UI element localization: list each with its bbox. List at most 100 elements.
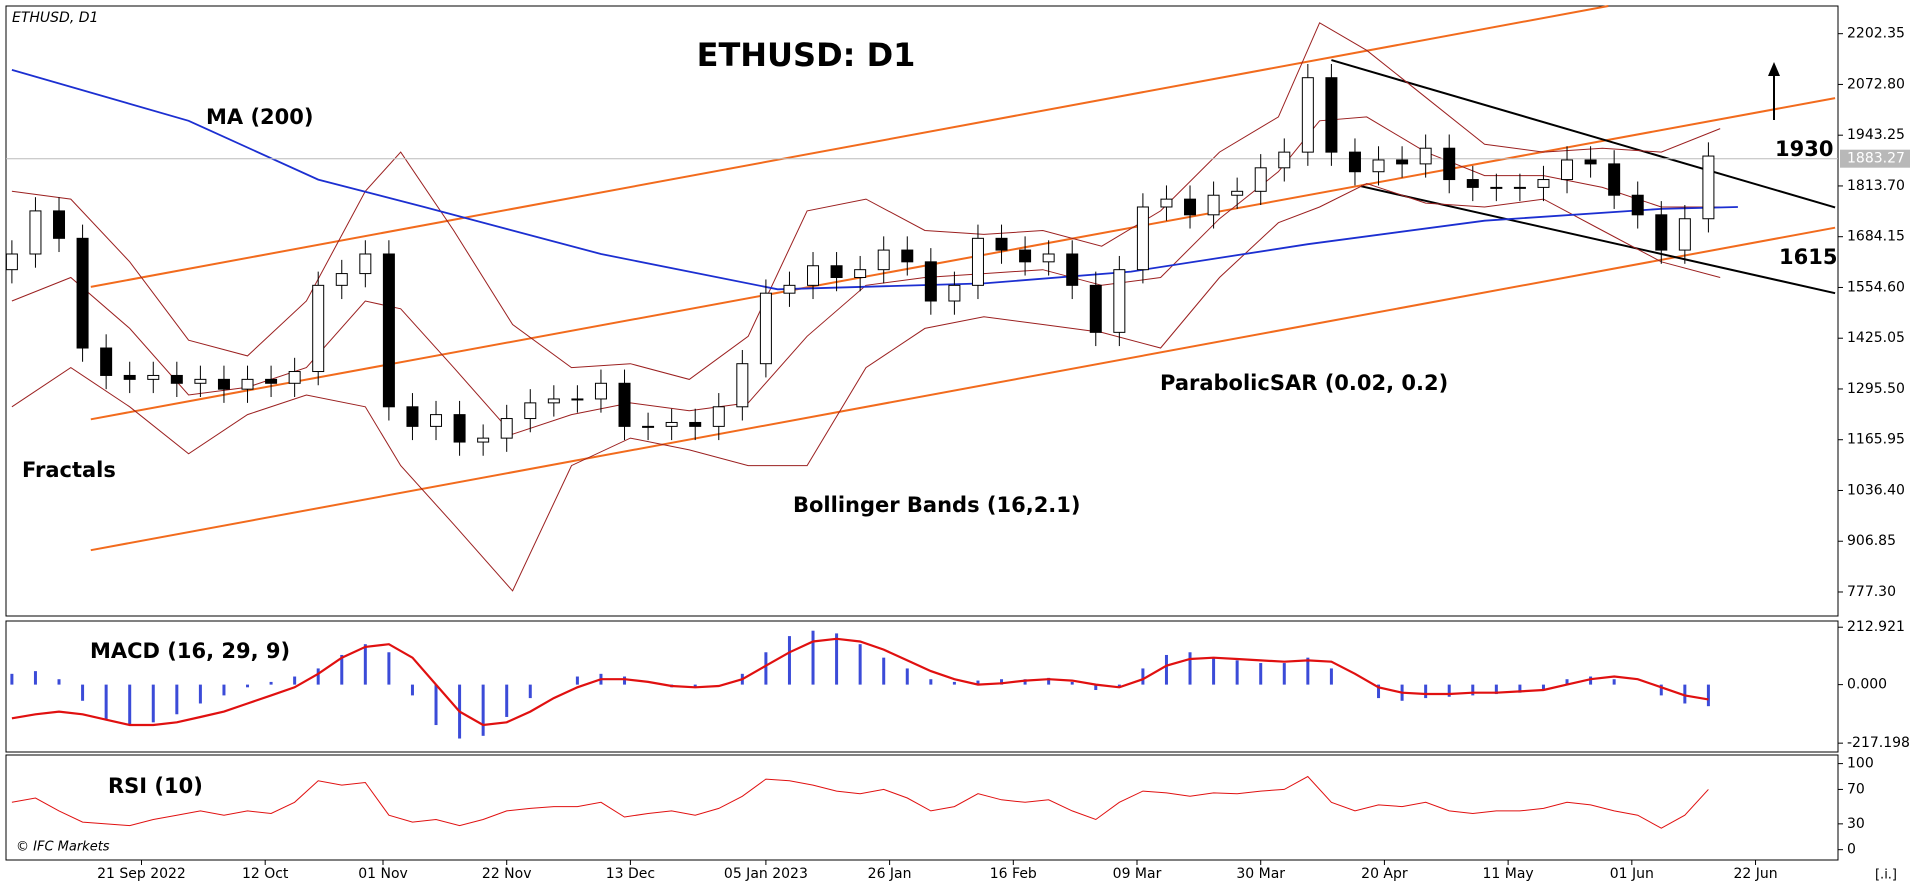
candle-body xyxy=(1584,159,1597,165)
macd-bar xyxy=(1164,654,1168,685)
candle-body xyxy=(1702,155,1715,220)
candle-body xyxy=(217,378,230,390)
trend-line xyxy=(1331,59,1836,209)
macd-bar xyxy=(1047,677,1051,685)
candle-body xyxy=(807,265,820,286)
macd-bar xyxy=(1377,684,1381,699)
candle-body xyxy=(170,374,183,384)
candle-body xyxy=(830,265,843,279)
candle-body xyxy=(382,253,395,408)
macd-bar xyxy=(905,668,909,685)
annotation: 1615 xyxy=(1779,245,1837,269)
candle-body xyxy=(1490,186,1503,189)
y-tick-label: 0 xyxy=(1847,842,1856,858)
macd-bar xyxy=(246,684,250,688)
moving-average xyxy=(11,69,1738,291)
candle-body xyxy=(5,253,18,271)
macd-bar xyxy=(882,657,886,685)
y-tick-label: 1943.25 xyxy=(1847,127,1905,143)
y-tick-label: 777.30 xyxy=(1847,584,1896,600)
candle-body xyxy=(1207,194,1220,216)
macd-bar xyxy=(1494,684,1498,695)
candle-body xyxy=(406,406,419,427)
candle-body xyxy=(1325,77,1338,153)
arrow-head xyxy=(1768,62,1780,76)
macd-bar xyxy=(151,684,155,723)
chart-title: ETHUSD: D1 xyxy=(697,36,916,74)
macd-panel xyxy=(5,620,1839,753)
x-tick-label: 01 Jun xyxy=(1610,866,1654,882)
candle-body xyxy=(1042,253,1055,263)
macd-bar xyxy=(198,684,202,704)
macd-bar xyxy=(222,684,226,696)
candle-body xyxy=(1537,179,1550,188)
macd-bar xyxy=(976,680,980,685)
candle-body xyxy=(359,253,372,275)
candle-body xyxy=(1631,194,1644,216)
candle-body xyxy=(1278,151,1291,169)
candle-body xyxy=(1113,269,1126,333)
macd-bar xyxy=(1117,684,1121,688)
candle-body xyxy=(1348,151,1361,173)
macd-bar xyxy=(293,676,297,685)
macd-bar xyxy=(858,644,862,685)
bands-label: Bollinger Bands (16,2.1) xyxy=(793,493,1081,517)
macd-bar xyxy=(1282,663,1286,685)
macd-bar xyxy=(1329,668,1333,685)
candle-body xyxy=(854,269,867,279)
macd-bar xyxy=(952,681,956,685)
candle-body xyxy=(642,425,655,428)
y-tick-label: 30 xyxy=(1847,816,1865,832)
x-tick-label: 30 Mar xyxy=(1236,866,1285,882)
y-tick-label: 2072.80 xyxy=(1847,76,1905,92)
macd-bar xyxy=(1141,668,1145,685)
candle-body xyxy=(1419,147,1432,165)
rsi-title: RSI (10) xyxy=(108,774,203,798)
macd-bar xyxy=(1612,679,1616,685)
macd-bar xyxy=(104,684,108,720)
candle-body xyxy=(689,421,702,427)
main-panel xyxy=(5,5,1839,617)
info-button[interactable]: [.i.] xyxy=(1875,868,1897,883)
copyright: © IFC Markets xyxy=(16,840,110,855)
macd-bar xyxy=(764,652,768,685)
x-tick-label: 21 Sep 2022 xyxy=(97,866,186,882)
candle-body xyxy=(1372,159,1385,173)
candle-body xyxy=(430,414,443,427)
macd-bar xyxy=(128,684,132,726)
candle-body xyxy=(1396,159,1409,165)
candle-body xyxy=(995,237,1008,251)
rsi-line xyxy=(11,775,1709,829)
y-tick-label: 1425.05 xyxy=(1847,330,1905,346)
y-tick-label: 1813.70 xyxy=(1847,178,1905,194)
macd-bar xyxy=(787,636,791,685)
macd-bar xyxy=(693,684,697,688)
candle-body xyxy=(194,378,207,384)
candle-body xyxy=(29,210,42,255)
candle-body xyxy=(971,237,984,286)
layer: 2202.35 2072.80 1943.25 1813.70 1684.15 1554.… xyxy=(5,5,1910,882)
macd-bar xyxy=(1000,679,1004,685)
bollinger-lower xyxy=(11,182,1721,592)
candle-body xyxy=(948,284,961,302)
candle-body xyxy=(1254,167,1267,192)
candle-body xyxy=(147,374,160,380)
macd-bar xyxy=(1070,681,1074,685)
candle-body xyxy=(288,371,301,384)
candle-body xyxy=(618,382,631,427)
candle-body xyxy=(1443,147,1456,181)
y-tick-label: 1554.60 xyxy=(1847,279,1905,295)
macd-bar xyxy=(434,684,438,726)
candle-body xyxy=(241,378,254,390)
x-tick-label: 20 Apr xyxy=(1361,866,1408,882)
macd-bar xyxy=(1706,684,1710,707)
macd-bar xyxy=(316,668,320,685)
candle-body xyxy=(524,402,537,420)
y-tick-label: 1295.50 xyxy=(1847,381,1905,397)
candle-body xyxy=(123,374,136,380)
x-tick-label: 11 May xyxy=(1483,866,1534,882)
macd-bar xyxy=(1659,684,1663,696)
x-tick-label: 09 Mar xyxy=(1113,866,1162,882)
candle-body xyxy=(53,210,66,239)
annotation: 1930 xyxy=(1775,137,1833,161)
